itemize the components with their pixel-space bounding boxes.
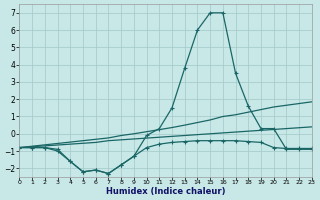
X-axis label: Humidex (Indice chaleur): Humidex (Indice chaleur) (106, 187, 225, 196)
